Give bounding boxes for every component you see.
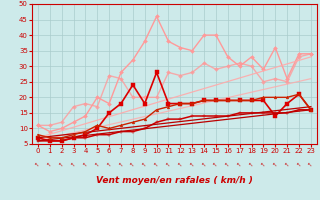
X-axis label: Vent moyen/en rafales ( km/h ): Vent moyen/en rafales ( km/h ): [96, 176, 253, 185]
